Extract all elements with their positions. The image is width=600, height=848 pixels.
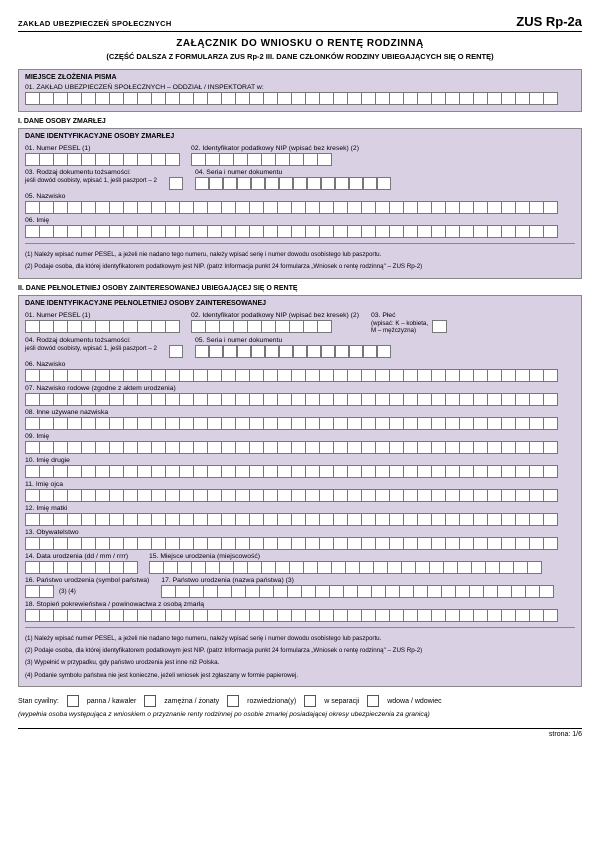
s1-surname-cells[interactable] <box>25 201 575 214</box>
s1-doctype-cells[interactable] <box>169 177 183 190</box>
s1-nip-cells[interactable] <box>191 153 359 166</box>
civil-opt4-checkbox[interactable] <box>304 695 316 707</box>
s2-f13-cells[interactable] <box>25 537 575 550</box>
s2-n4: (4) Podanie symbolu państwa nie jest kon… <box>25 672 575 680</box>
s2-f08-label: 08. Inne używane nazwiska <box>25 409 575 416</box>
place-heading: MIEJSCE ZŁOŻENIA PISMA <box>25 74 575 81</box>
place-cells[interactable] <box>25 92 575 105</box>
s2-f17-cells[interactable] <box>161 585 575 598</box>
s1-docnum-cells[interactable] <box>195 177 391 190</box>
civil-opt3: rozwiedziona(y) <box>247 698 296 705</box>
s1-f02-label: 02. Identyfikator podatkowy NIP (wpisać … <box>191 145 359 152</box>
pager: strona: 1/6 <box>18 728 582 738</box>
s2-f03c: M – mężczyzna) <box>371 327 428 334</box>
civil-label: Stan cywilny: <box>18 698 59 705</box>
s2-f02-label: 02. Identyfikator podatkowy NIP (wpisać … <box>191 312 359 319</box>
s2-f14-cells[interactable] <box>25 561 137 574</box>
s2-sex-cell[interactable] <box>432 320 446 333</box>
s2-f10-cells[interactable] <box>25 465 575 478</box>
s1-f01-label: 01. Numer PESEL (1) <box>25 145 179 152</box>
form-id: ZUS Rp-2a <box>516 14 582 29</box>
s2-f07-cells[interactable] <box>25 393 575 406</box>
s2-f11-label: 11. Imię ojca <box>25 481 575 488</box>
civil-status-row: Stan cywilny: panna / kawaler zamężna / … <box>18 695 582 707</box>
s2-f04b-label: jeśli dowód osobisty, wpisać 1, jeśli pa… <box>25 345 157 352</box>
s2-f11-cells[interactable] <box>25 489 575 502</box>
civil-opt1-checkbox[interactable] <box>67 695 79 707</box>
page-title: ZAŁĄCZNIK DO WNIOSKU O RENTĘ RODZINNĄ <box>18 38 582 49</box>
s2-f17-label: 17. Państwo urodzenia (nazwa państwa) (3… <box>161 577 575 584</box>
s2-f10-label: 10. Imię drugie <box>25 457 575 464</box>
s1-pesel-cells[interactable] <box>25 153 179 166</box>
s2-f01-label: 01. Numer PESEL (1) <box>25 312 179 319</box>
place-line01: 01. ZAKŁAD UBEZPIECZEŃ SPOŁECZNYCH – ODD… <box>25 84 575 91</box>
s2-f14-label: 14. Data urodzenia (dd / mm / rrrr) <box>25 553 137 560</box>
s2-n2: (2) Podaje osoba, dla której identyfikat… <box>25 647 575 655</box>
s2-f18-label: 18. Stopień pokrewieństwa / powinowactwa… <box>25 601 575 608</box>
s2-f09-label: 09. Imię <box>25 433 575 440</box>
s2-f03-label: 03. Płeć <box>371 312 446 319</box>
s2-nip-cells[interactable] <box>191 320 359 333</box>
civil-opt5-checkbox[interactable] <box>367 695 379 707</box>
s1-note2a: (2) Podaje osoba, dla której identyfikat… <box>25 263 422 270</box>
s2-f12-cells[interactable] <box>25 513 575 526</box>
section2-panel-heading: DANE IDENTYFIKACYJNE PEŁNOLETNIEJ OSOBY … <box>25 300 575 307</box>
s2-f16b: (3) (4) <box>59 588 76 595</box>
final-italic-note: (wypełnia osoba występująca z wnioskiem … <box>18 711 582 718</box>
s1-f03-sublabel: jeśli dowód osobisty, wpisać 1, jeśli pa… <box>25 177 157 184</box>
s2-f15-label: 15. Miejsce urodzenia (miejscowość) <box>149 553 575 560</box>
s2-n3: (3) Wypełnić w przypadku, gdy państwo ur… <box>25 659 575 667</box>
s2-doctype-cells[interactable] <box>169 345 183 358</box>
s2-f16-label: 16. Państwo urodzenia (symbol państwa) <box>25 577 149 584</box>
s1-name-cells[interactable] <box>25 225 575 238</box>
section2-panel: DANE IDENTYFIKACYJNE PEŁNOLETNIEJ OSOBY … <box>18 295 582 687</box>
s2-f12-label: 12. Imię matki <box>25 505 575 512</box>
s1-f06-label: 06. Imię <box>25 217 575 224</box>
section1-panel-heading: DANE IDENTYFIKACYJNE OSOBY ZMARŁEJ <box>25 133 575 140</box>
civil-opt1: panna / kawaler <box>87 698 136 705</box>
s2-f06-cells[interactable] <box>25 369 575 382</box>
s2-f03b: (wpisać: K – kobieta, <box>371 320 428 327</box>
civil-opt4: w separacji <box>324 698 359 705</box>
s2-f08-cells[interactable] <box>25 417 575 430</box>
civil-opt2: zamężna / żonaty <box>164 698 219 705</box>
civil-opt5: wdowa / wdowiec <box>387 698 441 705</box>
s2-f07-label: 07. Nazwisko rodowe (zgodne z aktem urod… <box>25 385 575 392</box>
s1-note1: (1) Należy wpisać numer PESEL, a jeżeli … <box>25 251 575 259</box>
s1-f05-label: 05. Nazwisko <box>25 193 575 200</box>
s2-f15-cells[interactable] <box>149 561 575 574</box>
s2-f06-label: 06. Nazwisko <box>25 361 575 368</box>
s2-f13-label: 13. Obywatelstwo <box>25 529 575 536</box>
s2-n1: (1) Należy wpisać numer PESEL, a jeżeli … <box>25 635 575 643</box>
s2-f09-cells[interactable] <box>25 441 575 454</box>
s2-f18-cells[interactable] <box>25 609 575 622</box>
s2-f05-label: 05. Seria i numer dokumentu <box>195 337 391 344</box>
org-name: ZAKŁAD UBEZPIECZEŃ SPOŁECZNYCH <box>18 19 172 28</box>
s2-docnum-cells[interactable] <box>195 345 391 358</box>
civil-opt2-checkbox[interactable] <box>144 695 156 707</box>
civil-opt3-checkbox[interactable] <box>227 695 239 707</box>
section1-heading: I. DANE OSOBY ZMARŁEJ <box>18 118 582 125</box>
section2-heading: II. DANE PEŁNOLETNIEJ OSOBY ZAINTERESOWA… <box>18 285 582 292</box>
place-panel: MIEJSCE ZŁOŻENIA PISMA 01. ZAKŁAD UBEZPI… <box>18 69 582 112</box>
s2-pesel-cells[interactable] <box>25 320 179 333</box>
s1-f03-label: 03. Rodzaj dokumentu tożsamości: <box>25 169 157 176</box>
section1-panel: DANE IDENTYFIKACYJNE OSOBY ZMARŁEJ 01. N… <box>18 128 582 279</box>
s2-f16-cells[interactable] <box>25 585 53 598</box>
s2-f04a-label: 04. Rodzaj dokumentu tożsamości: <box>25 337 157 344</box>
s1-f04-label: 04. Seria i numer dokumentu <box>195 169 391 176</box>
page-subtitle: (CZĘŚĆ DALSZA Z FORMULARZA ZUS Rp-2 III.… <box>18 52 582 61</box>
